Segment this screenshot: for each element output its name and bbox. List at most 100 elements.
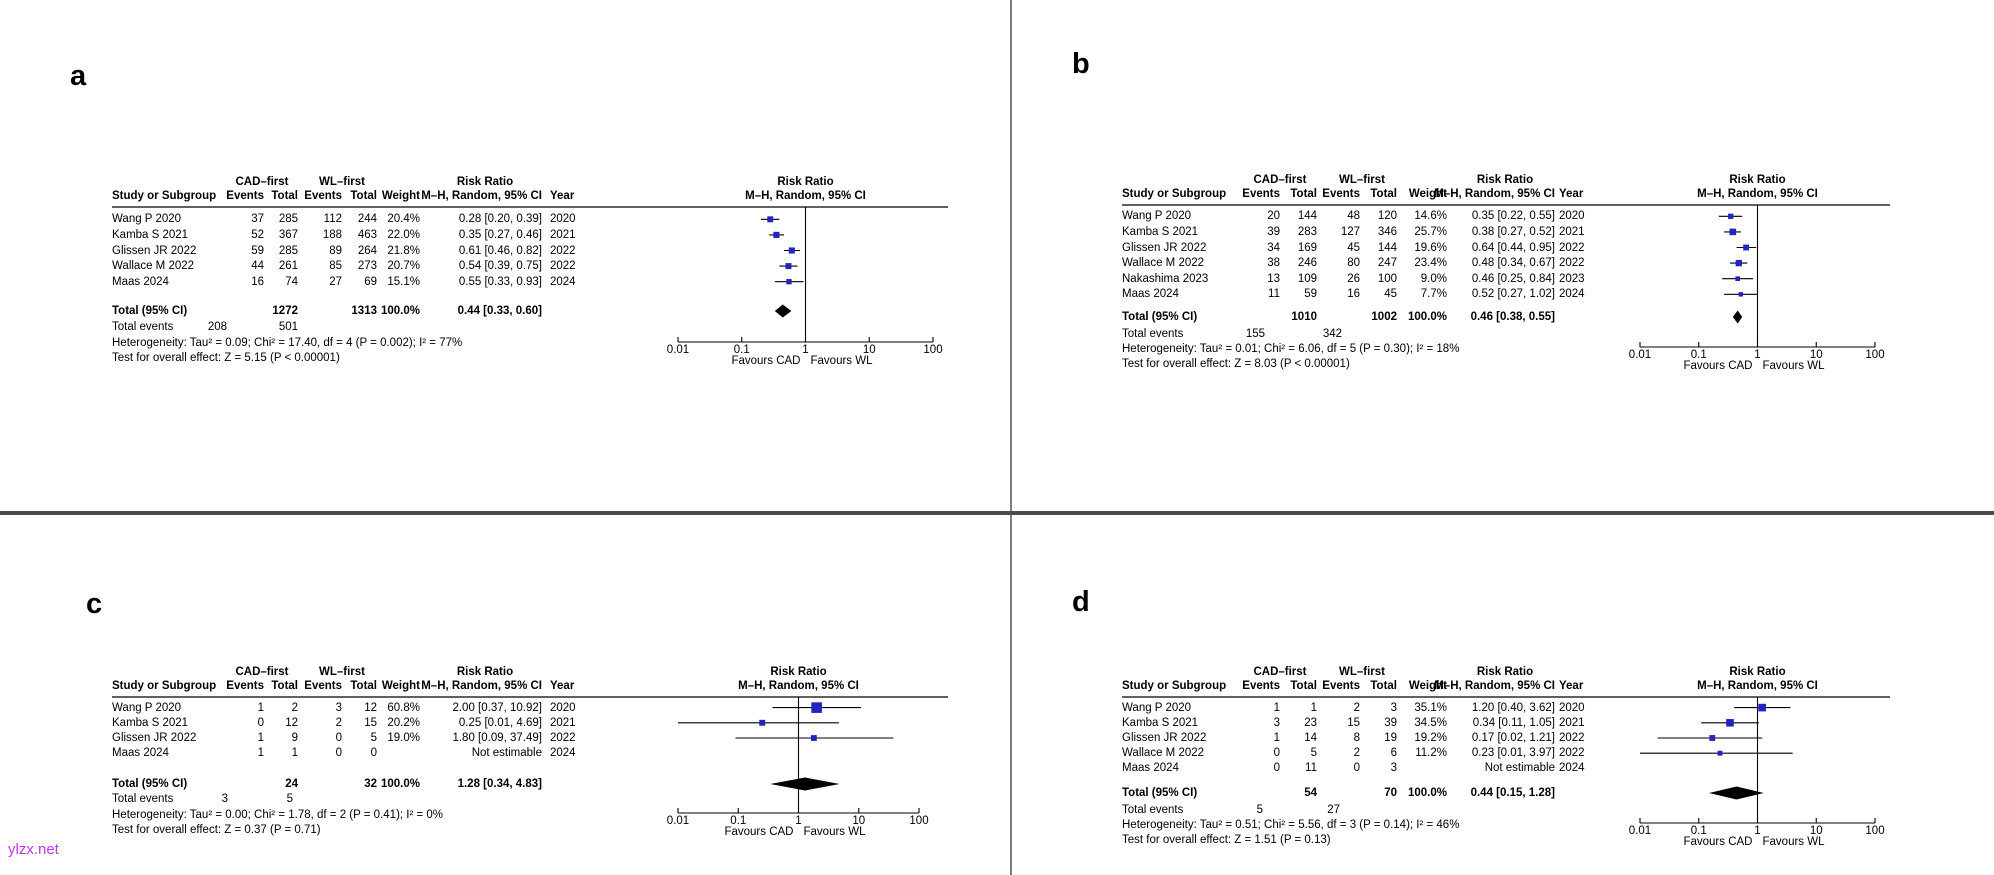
cad-events-header: Events: [226, 190, 264, 202]
rr-ci-cell: Not estimable: [471, 747, 542, 760]
wl-events-cell: 45: [1347, 241, 1360, 254]
effect-square: [1709, 735, 1716, 741]
axis-tick-label: 0.1: [733, 344, 750, 356]
panel-label-c: c: [86, 588, 103, 620]
wl-total-cell: 346: [1377, 225, 1397, 238]
year-cell: 2021: [1559, 716, 1585, 729]
summary-diamond: [774, 304, 792, 318]
year-cell: 2022: [1559, 257, 1585, 270]
cad-total-cell: 367: [278, 228, 298, 241]
cad-events-cell: 0: [1273, 762, 1280, 775]
wl-first-group-header: WL–first: [1339, 666, 1385, 678]
study-name: Glissen JR 2022: [1122, 732, 1207, 744]
rr-ci-cell: 0.23 [0.01, 3.97]: [1471, 747, 1555, 760]
year-cell: 2022: [550, 260, 576, 273]
cad-events-cell: 1: [1273, 732, 1280, 744]
total-events-wl: 27: [1327, 804, 1340, 816]
wl-total-cell: 463: [357, 228, 377, 241]
cad-events-cell: 20: [1267, 210, 1280, 223]
cad-events-header: Events: [226, 680, 264, 692]
panel-divider-horizontal: [0, 511, 1994, 515]
heterogeneity-text: Heterogeneity: Tau² = 0.00; Chi² = 1.78,…: [112, 809, 444, 821]
cad-total-header: Total: [1290, 188, 1317, 200]
study-name: Wang P 2020: [1122, 701, 1192, 714]
heterogeneity-text: Heterogeneity: Tau² = 0.01; Chi² = 6.06,…: [1122, 343, 1460, 355]
year-cell: 2021: [550, 228, 576, 241]
total-wl-cell: 32: [364, 778, 377, 790]
year-cell: 2020: [550, 213, 576, 226]
weight-cell: 22.0%: [387, 228, 420, 241]
year-cell: 2022: [550, 244, 576, 257]
year-cell: 2021: [1559, 225, 1585, 238]
wl-total-cell: 3: [1390, 762, 1397, 775]
weight-cell: 23.4%: [1414, 257, 1447, 270]
rr-ci-cell: 0.35 [0.22, 0.55]: [1471, 210, 1555, 223]
weight-cell: 19.0%: [387, 732, 420, 744]
cad-events-cell: 11: [1268, 288, 1280, 301]
rr-ci-cell: 0.17 [0.02, 1.21]: [1471, 732, 1555, 744]
effect-square: [1735, 259, 1742, 267]
heterogeneity-text: Heterogeneity: Tau² = 0.09; Chi² = 17.40…: [112, 337, 463, 349]
wl-events-cell: 26: [1347, 272, 1360, 285]
summary-diamond: [1732, 310, 1743, 324]
plot-mh-ci-header: M–H, Random, 95% CI: [1697, 680, 1818, 692]
wl-events-cell: 2: [1353, 701, 1360, 714]
wl-first-group-header: WL–first: [319, 176, 365, 188]
rr-ci-cell: 0.46 [0.25, 0.84]: [1471, 272, 1555, 285]
rr-ci-cell: 2.00 [0.37, 10.92]: [452, 701, 542, 714]
cad-total-cell: 285: [278, 213, 298, 226]
cad-total-cell: 11: [1305, 762, 1317, 775]
effect-square: [788, 247, 795, 254]
cad-events-cell: 39: [1267, 225, 1280, 238]
plot-risk-ratio-header: Risk Ratio: [1729, 174, 1786, 186]
wl-events-cell: 3: [335, 701, 342, 714]
plot-mh-ci-header: M–H, Random, 95% CI: [745, 190, 866, 202]
cad-total-cell: 1: [291, 747, 298, 760]
axis-tick-label: 0.1: [1690, 349, 1707, 361]
plot-risk-ratio-header: Risk Ratio: [777, 176, 834, 188]
year-header: Year: [1559, 680, 1584, 692]
weight-header: Weight: [381, 680, 420, 692]
wl-events-cell: 0: [335, 732, 342, 744]
axis-tick-label: 10: [852, 815, 866, 827]
wl-events-cell: 16: [1347, 288, 1360, 301]
study-name: Maas 2024: [112, 747, 169, 760]
weight-cell: 19.2%: [1414, 732, 1447, 744]
axis-tick-label: 10: [1809, 825, 1823, 837]
total-rr-ci-cell: 0.46 [0.38, 0.55]: [1470, 311, 1555, 323]
wl-events-cell: 2: [335, 716, 342, 729]
cad-total-cell: 14: [1304, 732, 1317, 744]
cad-total-cell: 169: [1297, 241, 1317, 254]
watermark-link[interactable]: ylzx.net: [8, 841, 59, 858]
cad-total-cell: 1: [1310, 701, 1317, 714]
rr-ci-cell: 0.28 [0.20, 0.39]: [458, 213, 542, 226]
cad-total-header: Total: [271, 680, 298, 692]
cad-events-cell: 0: [1273, 747, 1280, 760]
study-name: Kamba S 2021: [1122, 716, 1199, 729]
axis-tick-label: 0.1: [1690, 825, 1707, 837]
weight-cell: 21.8%: [387, 244, 420, 257]
total-cad-cell: 1010: [1291, 311, 1317, 323]
study-name: Wallace M 2022: [1122, 257, 1205, 270]
total-wl-cell: 70: [1384, 787, 1397, 799]
overall-effect-text: Test for overall effect: Z = 0.37 (P = 0…: [112, 824, 321, 836]
year-cell: 2022: [1559, 241, 1585, 254]
effect-square: [785, 263, 792, 270]
study-name: Wang P 2020: [112, 213, 182, 226]
rr-ci-cell: 0.34 [0.11, 1.05]: [1472, 716, 1555, 729]
cad-total-header: Total: [271, 190, 298, 202]
wl-events-cell: 8: [1353, 732, 1360, 744]
wl-events-cell: 89: [329, 244, 342, 257]
wl-events-cell: 0: [335, 747, 342, 760]
cad-events-header: Events: [1242, 680, 1280, 692]
year-cell: 2020: [550, 701, 576, 714]
total-events-cad: 208: [207, 321, 227, 333]
wl-events-cell: 15: [1347, 716, 1360, 729]
axis-tick-label: 100: [1865, 349, 1885, 361]
year-header: Year: [1559, 188, 1584, 200]
axis-tick-label: 100: [1865, 825, 1885, 837]
axis-tick-label: 0.01: [1628, 349, 1652, 361]
study-name: Nakashima 2023: [1122, 272, 1209, 285]
favours-cad-label: Favours CAD: [724, 826, 794, 838]
